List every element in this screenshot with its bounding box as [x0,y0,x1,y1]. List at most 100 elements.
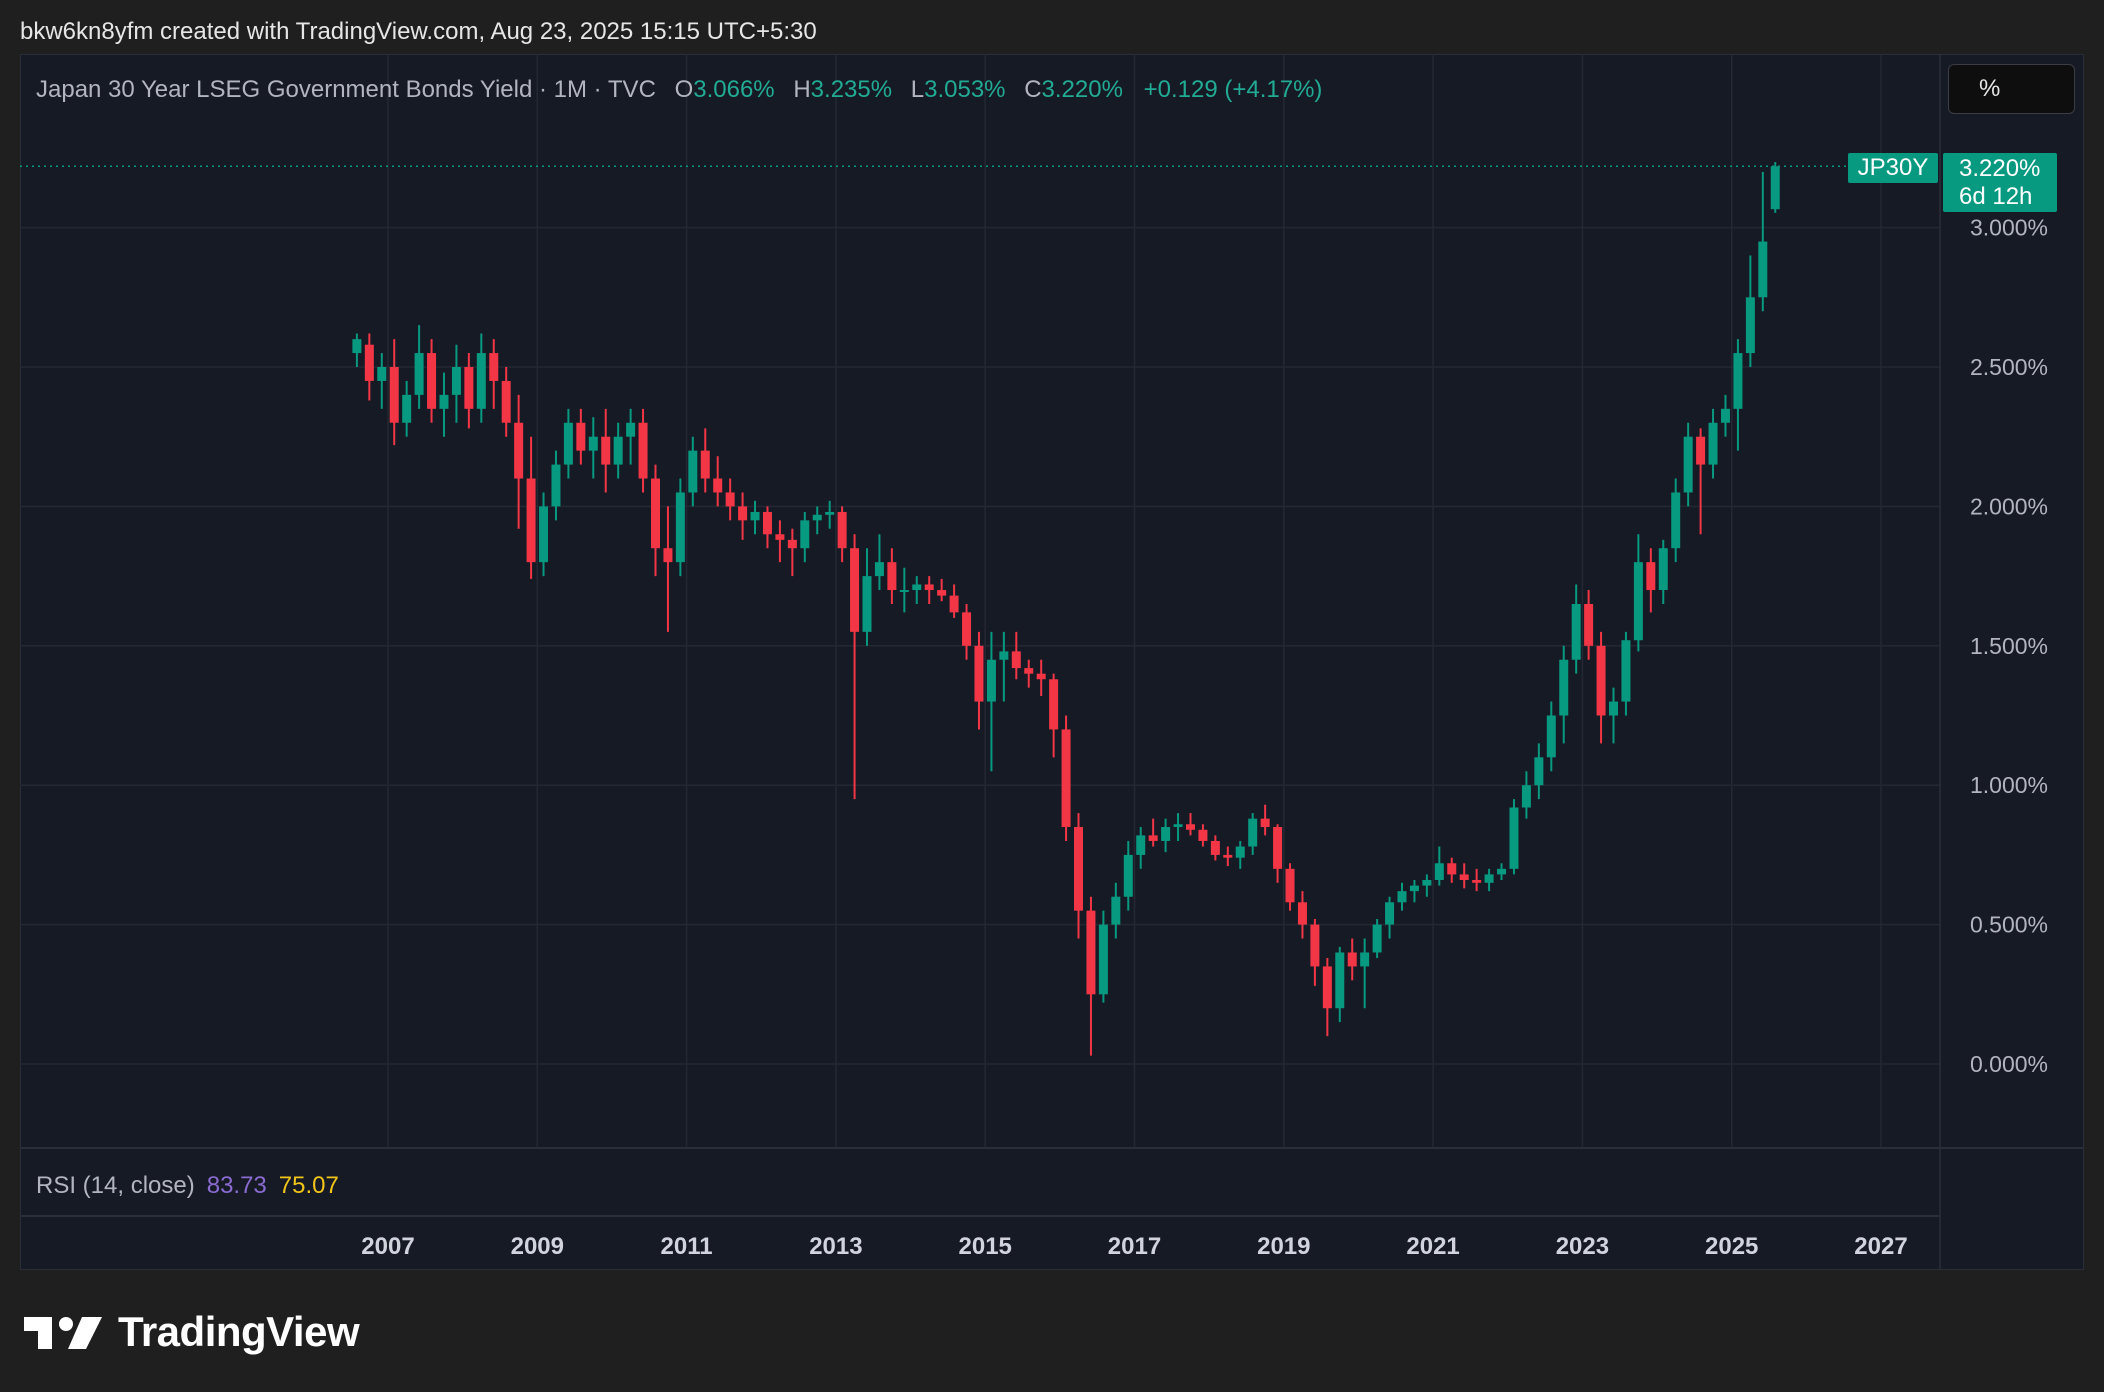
candle-body [377,367,387,381]
candle-body [588,436,598,451]
candle-body [1447,863,1457,875]
candle-body [1335,952,1345,1009]
candle-body [501,380,511,423]
candle-body [414,353,424,395]
legend-low-label: L [910,76,925,103]
candle-body [1745,297,1755,354]
candle-body [1658,548,1668,591]
candle-body [1185,824,1195,830]
candle-body [1098,924,1108,995]
candle-body [713,478,723,493]
candle-body [464,367,474,409]
candle-body [364,344,374,381]
candle-body [862,576,872,632]
tradingview-logo[interactable]: TradingView [22,1308,360,1356]
candle-body [1297,902,1307,925]
legend-open-value: 3.066% [693,76,775,103]
y-tick-label: 0.000% [1970,1051,2048,1077]
candle-body [1074,827,1084,911]
candle-body [638,422,648,479]
candle-body [1696,436,1706,465]
rsi-legend: RSI (14, close) 83.73 75.07 [36,1172,339,1200]
candle-body [1273,827,1283,869]
candle-body [1260,818,1270,828]
candle-body [1409,885,1419,892]
y-tick-label: 1.000% [1970,772,2048,798]
candle-body [899,590,909,593]
candle-body [1472,879,1482,883]
candle-body [700,450,710,479]
candle-body [576,422,586,451]
x-tick-label: 2027 [1854,1233,1907,1260]
candle-body [601,436,611,465]
candle-body [1509,807,1519,869]
candle-body [1584,603,1594,646]
candle-body [1733,353,1743,409]
candle-body [563,422,573,465]
unit-selector[interactable]: % [1948,64,2075,114]
candle-body [1161,827,1171,841]
candle-body [762,511,772,535]
candle-body [1434,863,1444,880]
candle-body [1210,840,1220,855]
legend-open-label: O [674,76,694,103]
y-tick-label: 0.500% [1970,912,2048,938]
chart-panel[interactable] [20,54,2084,1270]
rsi-value: 83.73 [206,1172,267,1199]
legend-title: Japan 30 Year LSEG Government Bonds Yiel… [36,76,656,103]
candle-body [1049,679,1059,730]
candle-body [389,367,399,423]
candle-body [1559,659,1569,716]
candle-body [1546,715,1556,758]
candle-body [1609,701,1619,716]
x-tick-label: 2009 [511,1233,564,1260]
candle-body [1671,492,1681,549]
candle-body [1310,924,1320,967]
legend-low-value: 3.053% [924,76,1006,103]
candle-body [476,353,486,409]
candle-body [1148,835,1158,841]
candle-body [1422,879,1432,886]
candle-body [402,394,412,423]
rsi-label: RSI (14, close) [36,1172,195,1199]
legend-close-label: C [1024,76,1042,103]
candle-body [1036,673,1046,680]
candle-body [526,478,536,563]
candle-body [1198,829,1208,841]
candle-body [1758,241,1768,298]
candle-body [738,506,748,521]
last-price-label: 3.220% 6d 12h [1943,153,2057,212]
candle-body [663,548,673,563]
candle-body [514,422,524,479]
candle-body [825,511,835,515]
candle-body [551,464,561,507]
candle-body [924,584,934,591]
candle-body [850,548,860,632]
candle-body [1235,846,1245,858]
candle-body [1011,651,1021,669]
last-price-value: 3.220% [1959,155,2041,182]
symbol-price-label: JP30Y [1848,153,1938,183]
candle-body [1708,422,1718,465]
x-tick-label: 2011 [661,1233,713,1260]
y-tick-label: 2.000% [1970,493,2048,519]
candle-body [1497,868,1507,875]
candle-body [675,492,685,563]
candle-body [1123,854,1133,897]
candle-body [1061,729,1071,828]
candle-body [1322,966,1332,1009]
legend-high-value: 3.235% [810,76,893,103]
candle-body [1484,874,1494,883]
x-tick-label: 2017 [1108,1233,1161,1260]
candle-body [937,590,947,596]
candle-body [787,539,797,549]
candle-body [688,450,698,493]
tradingview-wordmark: TradingView [118,1308,360,1355]
candle-body [1720,408,1730,423]
candle-body [427,353,437,409]
bar-countdown: 6d 12h [1959,183,2033,210]
legend-change: +0.129 (+4.17%) [1143,76,1323,103]
candle-body [1646,562,1656,591]
candle-body [1111,896,1121,925]
